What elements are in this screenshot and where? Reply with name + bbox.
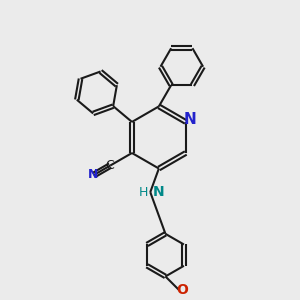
Text: H: H	[139, 186, 148, 199]
Text: N: N	[153, 185, 164, 200]
Text: N: N	[88, 168, 99, 182]
Text: C: C	[106, 159, 114, 172]
Text: N: N	[183, 112, 196, 127]
Text: O: O	[177, 283, 188, 297]
